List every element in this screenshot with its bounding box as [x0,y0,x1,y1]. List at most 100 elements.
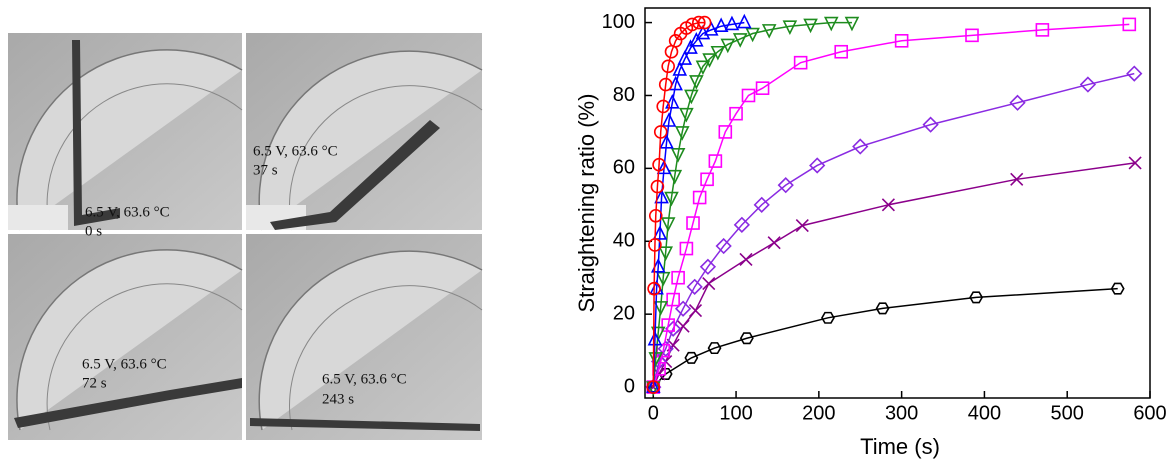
photo-caption: 6.5 V, 63.6 °C [85,204,170,220]
marker [713,17,729,33]
marker [823,16,839,32]
marker [894,34,909,48]
x-tick-label: 100 [719,402,752,424]
marker [1122,17,1137,32]
marker [969,291,984,304]
marker [653,301,669,316]
marker [688,303,703,318]
marker [647,281,661,296]
photo-time: 72 s [82,375,107,391]
marker [670,147,686,163]
marker [761,24,777,39]
series-line [652,287,1118,388]
marker [648,208,663,223]
marker [692,190,707,205]
x-tick-label: 400 [968,402,1001,424]
series-line [652,23,1130,388]
photo-caption: 6.5 V, 63.6 °C [82,356,167,372]
marker [1010,172,1024,186]
series-line [652,21,852,388]
marker [739,252,753,267]
marker [652,157,666,172]
marker [657,340,674,357]
marker [710,45,726,61]
marker [661,318,675,332]
marker [753,196,770,213]
chart: Time (s) Straightening ratio (%) 0 100 200… [575,7,1167,459]
x-axis-label: Time (s) [860,434,940,459]
marker [677,50,693,65]
marker [654,188,669,204]
marker [741,88,756,103]
marker [645,378,661,393]
marker [697,15,712,30]
marker [715,237,732,255]
plot-frame [644,7,1151,399]
photo [8,33,243,231]
marker [875,302,890,315]
marker [692,15,706,30]
marker [729,106,743,121]
marker [679,241,694,256]
marker [656,99,671,114]
photo-caption: 6.5 V, 63.6 °C [322,371,407,387]
marker [834,44,849,59]
marker [646,380,661,394]
marker [648,238,662,252]
marker [699,258,717,275]
marker [656,159,672,175]
marker [648,352,664,367]
marker [658,77,673,92]
marker [777,177,794,194]
photo-grid: 6.5 V, 63.6 °C 0 s 6.5 V, 63.6 °C 37 s 6… [8,33,483,440]
marker [922,116,939,133]
marker [661,59,675,74]
marker [689,75,704,90]
marker [700,172,714,187]
marker [653,125,668,139]
series-line [652,21,705,388]
marker [881,198,895,212]
photo [246,234,483,440]
marker [708,154,723,168]
photo [246,33,483,231]
marker [718,125,733,139]
marker [733,216,750,234]
marker [1110,282,1125,295]
marker [695,60,711,76]
y-tick-label: 80 [613,84,635,106]
marker [686,278,703,295]
marker [745,27,760,43]
x-tick-label: 500 [1051,402,1084,424]
photo-time: 243 s [322,391,354,407]
marker [965,28,979,43]
y-tick-label: 20 [613,302,635,324]
marker [707,342,722,355]
marker [767,236,781,250]
marker [732,33,748,48]
marker [668,75,683,91]
y-tick-label: 100 [602,11,635,33]
marker [683,39,698,54]
marker [793,55,808,70]
marker [667,169,683,185]
marker [689,32,704,47]
x-tick-label: 300 [885,402,918,424]
marker [844,16,860,32]
marker [755,81,770,95]
y-axis-label: Straightening ratio (%) [575,94,599,313]
y-tick-label: 0 [624,375,635,397]
marker [650,179,665,194]
photo-time: 0 s [85,223,102,239]
photo [8,234,243,440]
marker [664,191,679,207]
marker [720,38,736,54]
marker [655,271,671,287]
marker [739,332,754,345]
marker [684,89,699,105]
marker [809,157,826,174]
series-line [652,162,1136,388]
marker [724,15,740,31]
photo-caption: 6.5 V, 63.6 °C [253,143,338,159]
marker [647,330,663,346]
